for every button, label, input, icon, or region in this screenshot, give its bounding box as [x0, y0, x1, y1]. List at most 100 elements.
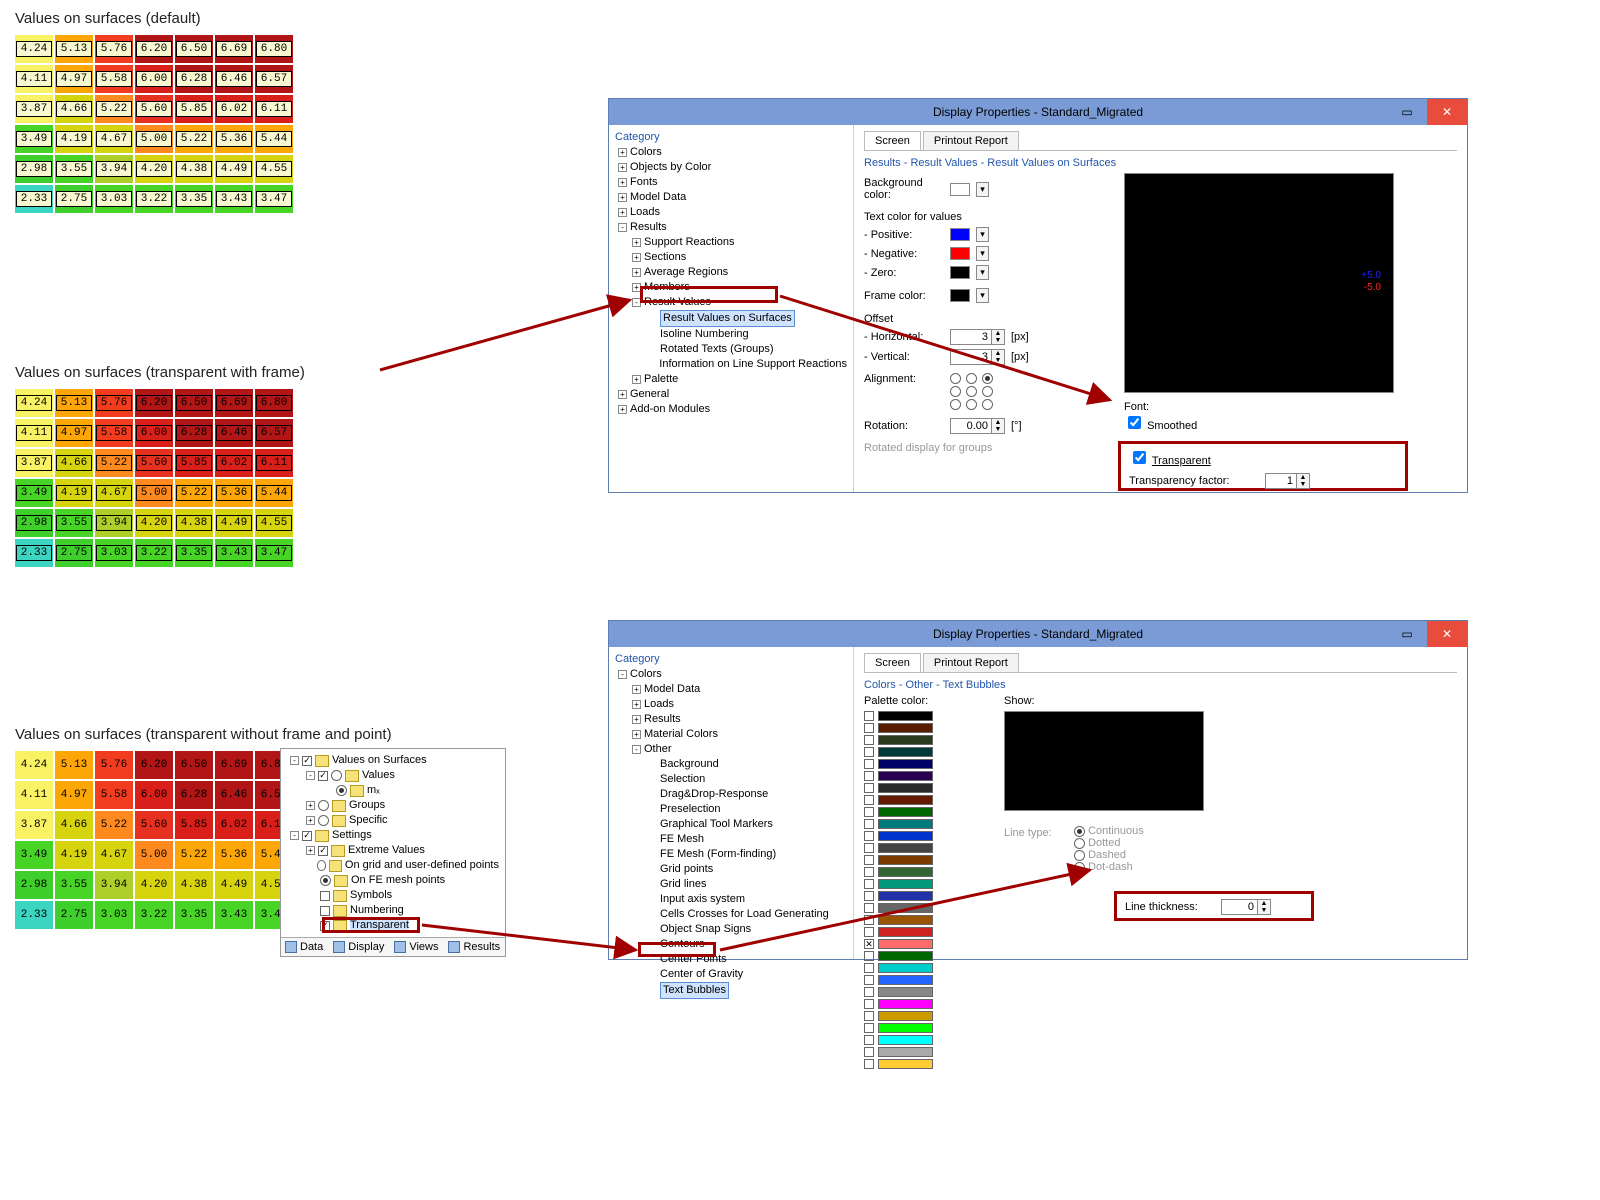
frame-color-swatch[interactable]	[950, 289, 970, 302]
navigator-item[interactable]: Symbols	[283, 888, 503, 903]
navigator-item[interactable]: -✓Values on Surfaces	[283, 753, 503, 768]
neg-color-swatch[interactable]	[950, 247, 970, 260]
toolbar-display[interactable]: Display	[333, 941, 384, 953]
palette-row[interactable]	[864, 843, 984, 853]
palette-row[interactable]	[864, 807, 984, 817]
tab-screen[interactable]: Screen	[864, 653, 921, 672]
palette-row[interactable]	[864, 783, 984, 793]
value-cell: 3.22	[135, 185, 173, 213]
value-cell: 4.97	[55, 65, 93, 93]
palette-row[interactable]	[864, 795, 984, 805]
value-cell: 5.76	[95, 751, 133, 779]
linetype-dotted[interactable]: Dotted	[1074, 837, 1120, 849]
bgcolor-swatch[interactable]	[950, 183, 970, 196]
navigator-item[interactable]: -✓Values	[283, 768, 503, 783]
value-cell: 4.66	[55, 449, 93, 477]
palette-row[interactable]	[864, 891, 984, 901]
palette-row[interactable]	[864, 927, 984, 937]
navigator-tree[interactable]: -✓Values on Surfaces-✓Valuesmₓ+Groups+Sp…	[281, 749, 505, 937]
palette-row[interactable]	[864, 1023, 984, 1033]
palette-row[interactable]	[864, 711, 984, 721]
navigator-item[interactable]: Numbering	[283, 903, 503, 918]
zero-color-swatch[interactable]	[950, 266, 970, 279]
palette-row[interactable]	[864, 771, 984, 781]
palette-row[interactable]	[864, 831, 984, 841]
navigator-item[interactable]: +Groups	[283, 798, 503, 813]
palette-row[interactable]: ✕	[864, 939, 984, 949]
value-cell: 5.36	[215, 841, 253, 869]
palette-row[interactable]	[864, 975, 984, 985]
palette-row[interactable]	[864, 723, 984, 733]
unit-px: [px]	[1011, 351, 1029, 363]
linethick-input[interactable]: ▲▼	[1221, 899, 1271, 915]
toolbar-results[interactable]: Results	[448, 941, 500, 953]
tab-printout-report[interactable]: Printout Report	[923, 131, 1019, 150]
palette-row[interactable]	[864, 1059, 984, 1069]
transparent-checkbox[interactable]: Transparent	[1129, 455, 1211, 467]
palette-row[interactable]	[864, 903, 984, 913]
palette-color-list[interactable]: ✕	[864, 711, 984, 1069]
alignment-radios[interactable]	[950, 373, 996, 410]
tab-printout-report[interactable]: Printout Report	[923, 653, 1019, 672]
linetype-dotdash[interactable]: Dot-dash	[1074, 861, 1133, 873]
navigator-item[interactable]: On FE mesh points	[283, 873, 503, 888]
palette-row[interactable]	[864, 819, 984, 829]
palette-row[interactable]	[864, 915, 984, 925]
linetype-continuous[interactable]: Continuous	[1074, 825, 1144, 837]
horiz-offset-input[interactable]: ▲▼	[950, 329, 1005, 345]
value-cell: 6.02	[215, 449, 253, 477]
value-cell: 6.11	[255, 95, 293, 123]
pos-color-swatch[interactable]	[950, 228, 970, 241]
heading-default: Values on surfaces (default)	[15, 10, 293, 27]
pos-color-dropdown[interactable]: ▾	[976, 227, 989, 242]
value-cell: 5.76	[95, 35, 133, 63]
minimize-button[interactable]: ▭	[1387, 99, 1427, 125]
rotation-input[interactable]: ▲▼	[950, 418, 1005, 434]
vert-offset-input[interactable]: ▲▼	[950, 349, 1005, 365]
palette-row[interactable]	[864, 735, 984, 745]
neg-color-dropdown[interactable]: ▾	[976, 246, 989, 261]
value-cell: 6.11	[255, 449, 293, 477]
dialog2-titlebar: Display Properties - Standard_Migrated ▭…	[609, 621, 1467, 647]
palette-row[interactable]	[864, 855, 984, 865]
navigator-item[interactable]: -✓Settings	[283, 828, 503, 843]
palette-row[interactable]	[864, 747, 984, 757]
tfactor-input[interactable]: ▲▼	[1265, 473, 1310, 489]
navigator-item[interactable]: +✓Extreme Values	[283, 843, 503, 858]
label-font: Font:	[1124, 401, 1149, 413]
value-cell: 3.87	[15, 811, 53, 839]
value-cell: 3.87	[15, 95, 53, 123]
palette-row[interactable]	[864, 963, 984, 973]
palette-row[interactable]	[864, 999, 984, 1009]
value-cell: 5.13	[55, 751, 93, 779]
palette-row[interactable]	[864, 759, 984, 769]
navigator-item[interactable]: mₓ	[283, 783, 503, 798]
close-button[interactable]: ✕	[1427, 621, 1467, 647]
palette-row[interactable]	[864, 1035, 984, 1045]
navigator-item[interactable]: +Specific	[283, 813, 503, 828]
highlight-result-values-on-surfaces	[640, 286, 778, 303]
navigator-item[interactable]: On grid and user-defined points	[283, 858, 503, 873]
dialog1-titlebar: Display Properties - Standard_Migrated ▭…	[609, 99, 1467, 125]
linetype-dashed[interactable]: Dashed	[1074, 849, 1126, 861]
toolbar-data[interactable]: Data	[285, 941, 323, 953]
toolbar-views[interactable]: Views	[394, 941, 438, 953]
tab-screen[interactable]: Screen	[864, 131, 921, 150]
palette-row[interactable]	[864, 879, 984, 889]
value-cell: 6.69	[215, 389, 253, 417]
highlight-transparent-box: Transparent Transparency factor: ▲▼	[1118, 441, 1408, 491]
palette-row[interactable]	[864, 987, 984, 997]
dialog1-category-tree[interactable]: +Colors+Objects by Color+Fonts+Model Dat…	[615, 145, 847, 417]
minimize-button[interactable]: ▭	[1387, 621, 1427, 647]
close-button[interactable]: ✕	[1427, 99, 1467, 125]
zero-color-dropdown[interactable]: ▾	[976, 265, 989, 280]
smoothed-checkbox[interactable]: Smoothed	[1124, 420, 1197, 432]
palette-row[interactable]	[864, 1011, 984, 1021]
palette-row[interactable]	[864, 951, 984, 961]
palette-row[interactable]	[864, 867, 984, 877]
palette-row[interactable]	[864, 1047, 984, 1057]
value-cell: 5.58	[95, 419, 133, 447]
bgcolor-dropdown[interactable]: ▾	[976, 182, 989, 197]
frame-color-dropdown[interactable]: ▾	[976, 288, 989, 303]
label-frame: Frame color:	[864, 290, 944, 302]
